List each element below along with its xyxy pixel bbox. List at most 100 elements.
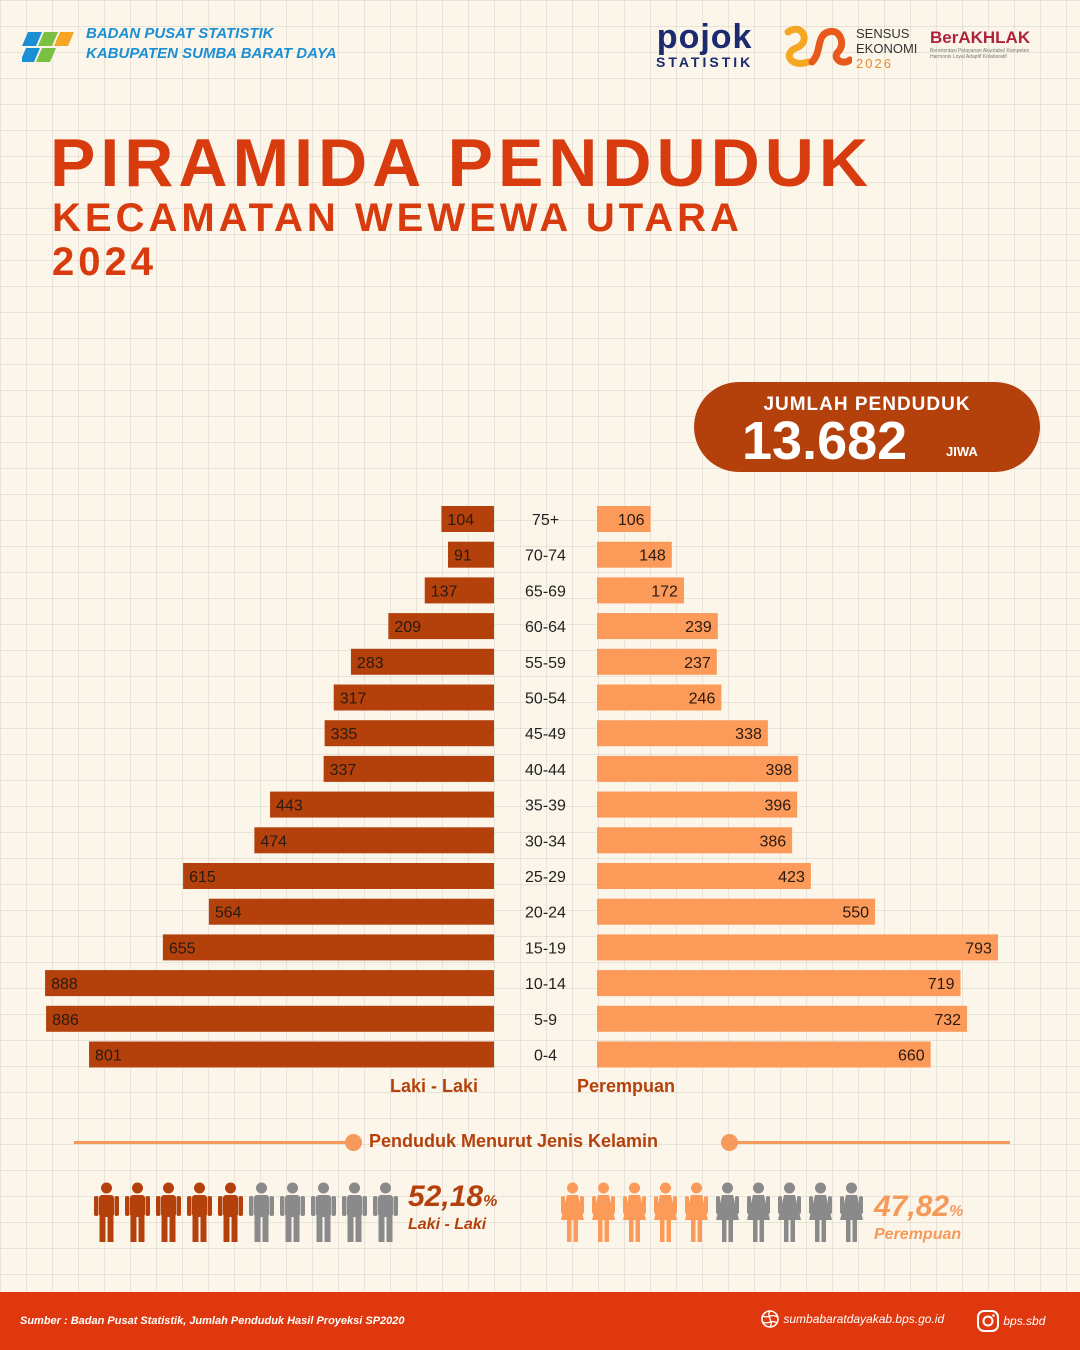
female-value-15-19: 793 <box>965 940 992 957</box>
org-line1: BADAN PUSAT STATISTIK <box>86 25 274 42</box>
female-person-icon <box>561 1182 584 1242</box>
male-bar-55-59 <box>350 648 494 675</box>
male-percentage: 52,18% Laki - Laki <box>408 1180 497 1234</box>
male-value-55-59: 283 <box>357 655 384 672</box>
age-group-label-60-64: 60-64 <box>525 619 566 636</box>
male-bar-5-9 <box>46 1005 494 1032</box>
sensus-ekonomi-logo-icon <box>784 25 852 67</box>
female-bar-30-34 <box>597 827 793 854</box>
statistik-text: STATISTIK <box>656 54 754 70</box>
female-person-icon <box>809 1182 832 1242</box>
population-pyramid-chart: 104 106 75+ 91 148 70-74 137 172 65-69 209 239 60-6… <box>45 506 998 1068</box>
website-link[interactable]: sumbabaratdayakab.bps.go.id <box>760 1309 944 1329</box>
age-group-label-65-69: 65-69 <box>525 583 566 600</box>
male-bar-40-44 <box>323 755 494 782</box>
female-bar-45-49 <box>597 720 768 747</box>
instagram-link[interactable]: bps.sbd <box>976 1309 1045 1333</box>
female-pct-symbol: % <box>949 1203 964 1220</box>
berakhlak-tagline: Berorientasi Pelayanan Akuntabel Kompete… <box>930 48 1030 60</box>
age-group-label-35-39: 35-39 <box>525 798 566 815</box>
male-value-60-64: 209 <box>394 619 421 636</box>
subtitle-district: KECAMATAN WEWEWA UTARA <box>52 196 743 240</box>
age-group-label-70-74: 70-74 <box>525 548 566 565</box>
male-bar-30-34 <box>254 827 494 854</box>
male-value-30-34: 474 <box>260 833 287 850</box>
male-person-icon <box>249 1182 274 1242</box>
female-value-50-54: 246 <box>689 691 716 708</box>
female-value-5-9: 732 <box>934 1012 961 1029</box>
male-person-icon <box>156 1182 181 1242</box>
section-dot-left <box>345 1134 362 1151</box>
male-value-50-54: 317 <box>340 691 367 708</box>
female-value-55-59: 237 <box>684 655 711 672</box>
female-person-icon <box>592 1182 615 1242</box>
male-person-icon <box>342 1182 367 1242</box>
section-divider-right <box>730 1141 1010 1144</box>
female-people-icons <box>560 1182 864 1242</box>
globe-icon <box>761 1310 779 1328</box>
male-value-40-44: 337 <box>330 762 357 779</box>
age-group-label-30-34: 30-34 <box>525 833 566 850</box>
female-value-35-39: 396 <box>764 798 791 815</box>
male-value-5-9: 886 <box>52 1012 79 1029</box>
female-value-75+: 106 <box>618 512 645 529</box>
male-value-45-49: 335 <box>331 726 358 743</box>
female-pct-label: Perempuan <box>874 1226 962 1243</box>
female-bar-0-4 <box>597 1041 931 1068</box>
female-bar-65-69 <box>597 577 684 604</box>
female-bar-10-14 <box>597 970 961 997</box>
female-person-icon <box>654 1182 677 1242</box>
female-person-icon <box>778 1182 801 1242</box>
female-person-icon <box>747 1182 770 1242</box>
male-person-icon <box>218 1182 243 1242</box>
male-value-25-29: 615 <box>189 869 216 886</box>
female-person-icon <box>623 1182 646 1242</box>
male-bar-25-29 <box>183 863 495 889</box>
legend-male: Laki - Laki <box>390 1076 479 1096</box>
female-value-45-49: 338 <box>735 726 762 743</box>
female-bar-60-64 <box>597 613 718 640</box>
age-group-label-0-4: 0-4 <box>534 1048 557 1065</box>
total-population-label: JUMLAH PENDUDUK <box>763 394 971 415</box>
female-value-40-44: 398 <box>766 762 793 779</box>
female-bar-50-54 <box>597 684 722 711</box>
female-percentage: 47,82% Perempuan <box>874 1190 963 1244</box>
main-title: PIRAMIDA PENDUDUK <box>50 125 873 201</box>
male-value-10-14: 888 <box>51 976 78 993</box>
female-bar-55-59 <box>597 648 717 675</box>
male-bar-0-4 <box>89 1041 495 1068</box>
female-pct-value: 47,82 <box>874 1190 950 1223</box>
age-group-label-50-54: 50-54 <box>525 691 566 708</box>
total-population-badge: JUMLAH PENDUDUK 13.682 JIWA <box>694 382 1040 472</box>
age-group-label-45-49: 45-49 <box>525 726 566 743</box>
bps-logo-icon <box>22 32 74 62</box>
female-value-20-24: 550 <box>842 905 869 922</box>
female-value-25-29: 423 <box>778 869 805 886</box>
female-person-icon <box>716 1182 739 1242</box>
age-group-label-75+: 75+ <box>532 512 559 529</box>
instagram-icon <box>977 1310 999 1332</box>
age-group-label-15-19: 15-19 <box>525 940 566 957</box>
section-divider-left <box>74 1141 354 1144</box>
female-bar-70-74 <box>597 541 672 568</box>
source-note: Sumber : Badan Pusat Statistik, Jumlah P… <box>20 1315 405 1327</box>
male-value-75+: 104 <box>447 512 474 529</box>
age-group-label-40-44: 40-44 <box>525 762 566 779</box>
male-person-icon <box>311 1182 336 1242</box>
female-bar-5-9 <box>597 1005 968 1032</box>
male-people-icons <box>94 1182 398 1242</box>
organization-name: BADAN PUSAT STATISTIK KABUPATEN SUMBA BA… <box>86 24 337 64</box>
male-person-icon <box>94 1182 119 1242</box>
male-bar-20-24 <box>208 898 494 925</box>
website-url: sumbabaratdayakab.bps.go.id <box>783 1312 945 1326</box>
female-bar-75+ <box>597 506 651 532</box>
male-value-35-39: 443 <box>276 798 303 815</box>
male-bar-65-69 <box>424 577 494 604</box>
female-bar-40-44 <box>597 755 799 782</box>
org-line2: KABUPATEN SUMBA BARAT DAYA <box>86 45 337 62</box>
se-year: 2026 <box>856 56 893 71</box>
male-value-65-69: 137 <box>431 583 458 600</box>
age-group-label-10-14: 10-14 <box>525 976 566 993</box>
male-person-icon <box>125 1182 150 1242</box>
